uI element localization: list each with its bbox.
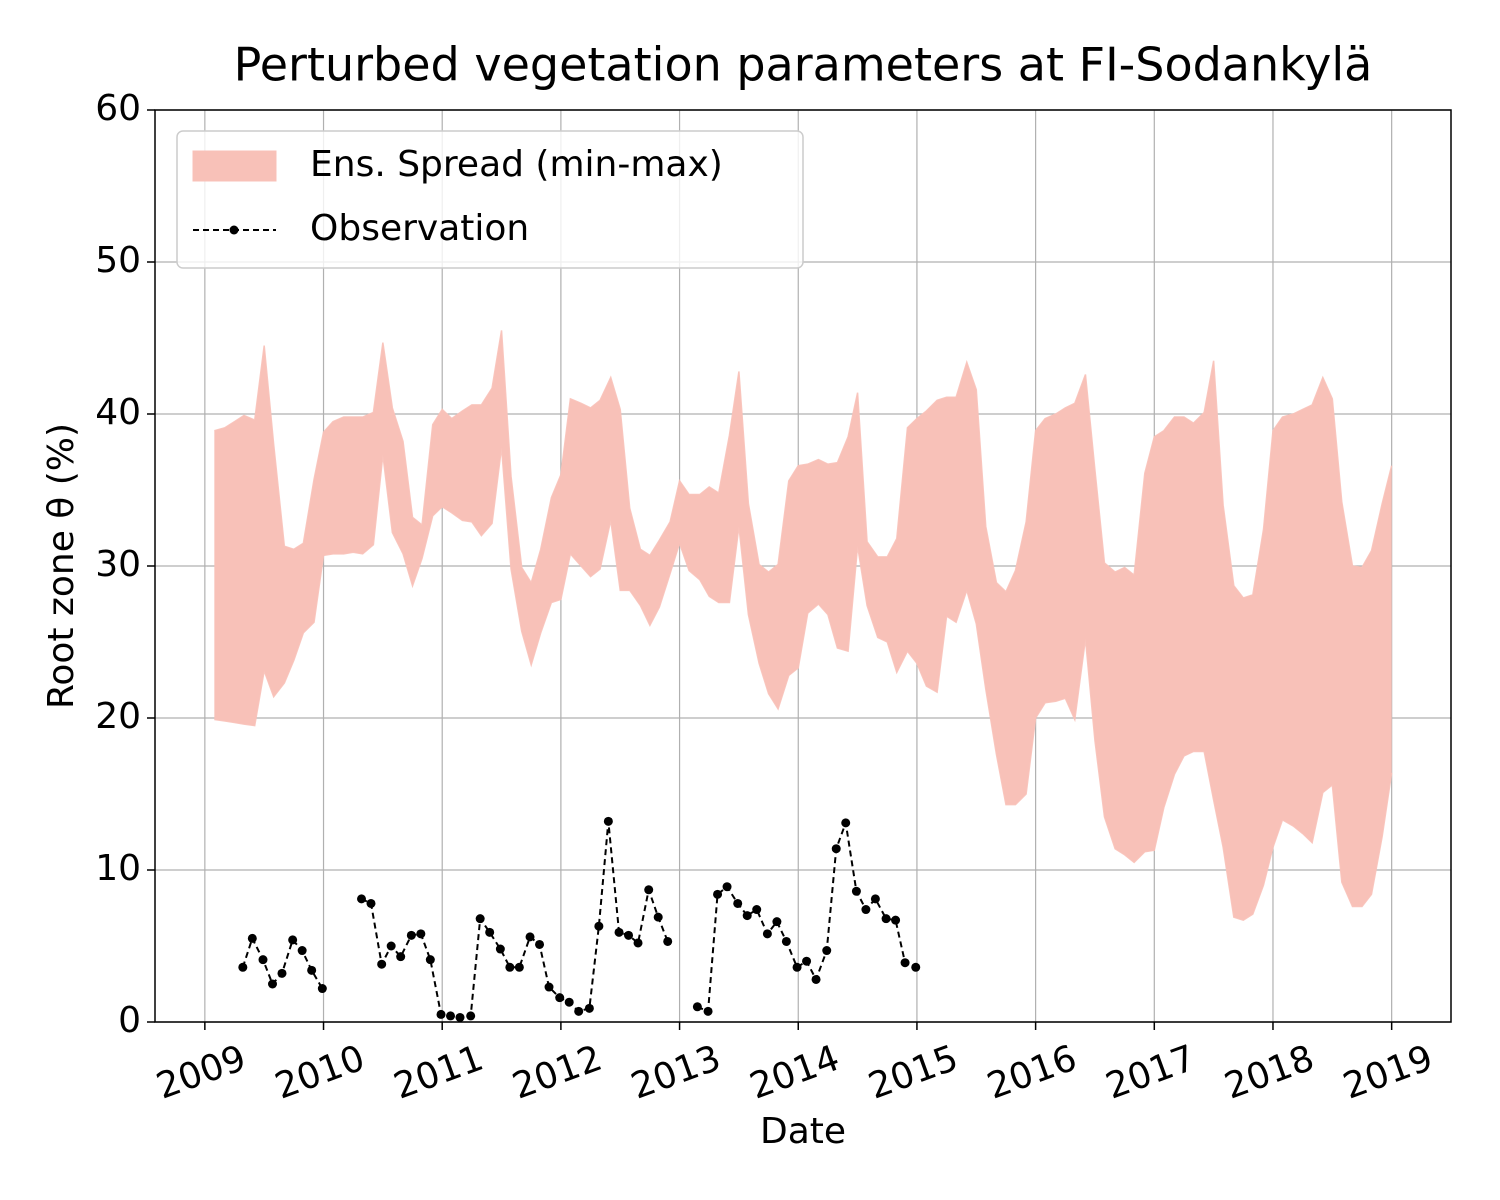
legend-label: Ens. Spread (min-max) <box>310 144 723 185</box>
x-tick-label: 2017 <box>1101 1038 1201 1108</box>
y-tick-label: 20 <box>95 696 141 737</box>
legend-box <box>176 130 804 269</box>
obs-point <box>475 914 485 924</box>
y-axis-label: Root zone θ (%) <box>41 423 82 709</box>
obs-point <box>831 844 841 854</box>
obs-point <box>247 933 257 943</box>
obs-point <box>425 955 435 965</box>
band-edge <box>214 447 1393 921</box>
y-tick-label: 10 <box>95 848 141 889</box>
obs-point <box>772 917 782 927</box>
obs-point <box>525 932 535 942</box>
obs-point <box>584 1003 594 1013</box>
y-tick-label: 50 <box>95 240 141 281</box>
chart-title: Perturbed vegetation parameters at FI-So… <box>234 38 1373 92</box>
band-area <box>214 330 1392 921</box>
obs-point <box>841 818 851 828</box>
obs-point <box>781 936 791 946</box>
obs-point <box>911 962 921 972</box>
obs-point <box>288 935 298 945</box>
x-tick-label: 2018 <box>1219 1038 1319 1108</box>
obs-point <box>317 984 327 994</box>
obs-point <box>822 946 832 956</box>
obs-point <box>624 930 634 940</box>
legend-marker <box>229 225 239 235</box>
obs-point <box>386 941 396 951</box>
obs-point <box>357 894 367 904</box>
obs-point <box>703 1006 713 1016</box>
obs-point <box>891 915 901 925</box>
obs-point <box>851 886 861 896</box>
x-tick-label: 2009 <box>151 1038 251 1108</box>
obs-point <box>653 912 663 922</box>
obs-point <box>762 929 772 939</box>
obs-point <box>900 958 910 968</box>
obs-point <box>603 816 613 826</box>
obs-point <box>505 962 515 972</box>
obs-point <box>802 956 812 966</box>
obs-point <box>555 993 565 1003</box>
obs-point <box>881 914 891 924</box>
plot-frame <box>154 109 1452 1023</box>
x-tick-label: 2010 <box>270 1038 370 1108</box>
y-tick-label: 60 <box>95 88 141 129</box>
obs-point <box>514 962 524 972</box>
obs-point <box>485 927 495 937</box>
x-tick-label: 2014 <box>745 1038 845 1108</box>
obs-point <box>594 921 604 931</box>
obs-point <box>692 1002 702 1012</box>
x-tick-label: 2015 <box>863 1038 963 1108</box>
obs-point <box>792 962 802 972</box>
obs-point <box>733 898 743 908</box>
obs-point <box>297 946 307 956</box>
x-tick-label: 2011 <box>389 1038 489 1108</box>
obs-point <box>535 939 545 949</box>
obs-point <box>644 885 654 895</box>
obs-point <box>614 927 624 937</box>
obs-point <box>861 905 871 915</box>
x-tick-label: 2019 <box>1338 1038 1438 1108</box>
obs-point <box>663 936 673 946</box>
obs-point <box>377 959 387 969</box>
obs-point <box>495 944 505 954</box>
obs-line <box>241 818 917 1019</box>
obs-point <box>267 979 277 989</box>
obs-point <box>238 962 248 972</box>
obs-point <box>307 965 317 975</box>
legend-label: Observation <box>310 208 529 249</box>
obs-point <box>742 911 752 921</box>
obs-point <box>436 1009 446 1019</box>
x-tick-label: 2016 <box>982 1038 1082 1108</box>
y-tick-label: 30 <box>95 544 141 585</box>
obs-point <box>446 1011 456 1021</box>
y-tick-label: 0 <box>118 1000 141 1041</box>
band-edge <box>214 330 1393 599</box>
obs-point <box>544 982 554 992</box>
obs-point <box>564 997 574 1007</box>
x-tick-label: 2013 <box>626 1038 726 1108</box>
obs-point <box>811 974 821 984</box>
obs-point <box>633 938 643 948</box>
obs-point <box>574 1006 584 1016</box>
obs-point <box>466 1011 476 1021</box>
obs-point <box>416 929 426 939</box>
obs-point <box>258 955 268 965</box>
obs-point <box>752 905 762 915</box>
obs-point <box>277 968 287 978</box>
obs-point <box>722 882 732 892</box>
obs-point <box>396 952 406 962</box>
obs-point <box>713 889 723 899</box>
obs-point <box>455 1012 465 1022</box>
obs-point <box>870 894 880 904</box>
y-tick-label: 40 <box>95 392 141 433</box>
x-tick-label: 2012 <box>507 1038 607 1108</box>
x-axis-label: Date <box>760 1111 846 1152</box>
obs-point <box>366 898 376 908</box>
obs-point <box>406 930 416 940</box>
legend-swatch <box>192 150 277 182</box>
